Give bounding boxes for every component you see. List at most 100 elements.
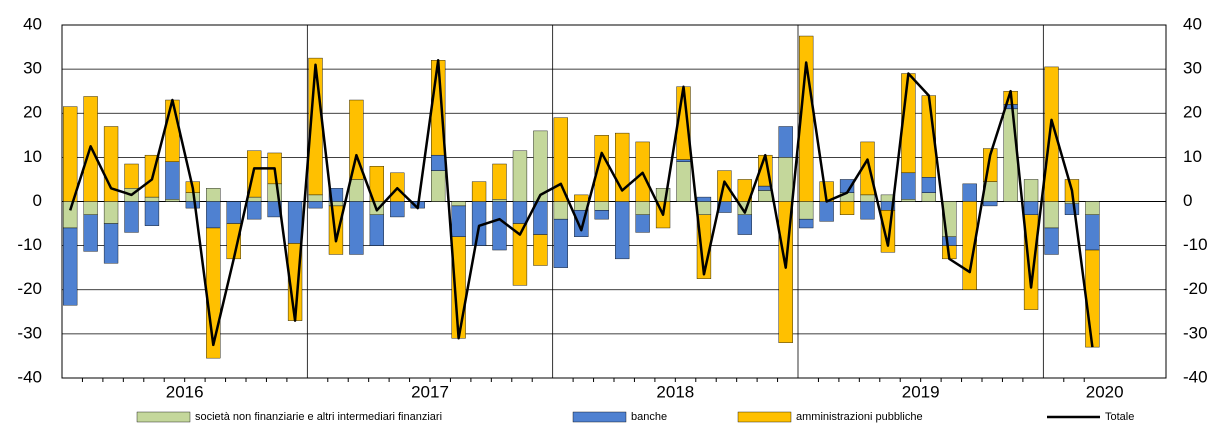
y2-tick-label: 10: [1183, 147, 1202, 166]
bar-segment: [778, 126, 793, 158]
total-line: [68, 59, 1094, 348]
bar-segment: [1064, 203, 1080, 215]
bar-segment: [1044, 227, 1059, 255]
x-group-label: 2018: [656, 382, 694, 401]
bar-segment: [553, 201, 568, 220]
y2-tick-label: 30: [1183, 59, 1202, 78]
bar-segment: [124, 163, 139, 189]
bar-segment: [492, 201, 507, 251]
x-group-label: 2020: [1086, 382, 1124, 401]
bar-segment: [63, 227, 78, 306]
bar-segment: [696, 201, 712, 215]
bar-segment: [1085, 214, 1100, 251]
bar-segment: [962, 183, 977, 202]
bar-segment: [103, 201, 119, 224]
bar-segment: [778, 157, 793, 202]
legend-swatch: [572, 411, 627, 423]
bar-segment: [431, 154, 446, 171]
bar-segment: [165, 99, 180, 162]
bar-segment: [308, 201, 323, 209]
bar-segment: [799, 35, 814, 202]
bar-segment: [185, 201, 200, 209]
bar-segment: [287, 201, 303, 244]
bar-segment: [574, 194, 589, 202]
bar-segment: [144, 196, 160, 202]
bar-segment: [1003, 108, 1018, 202]
y2-tick-label: -40: [1183, 367, 1208, 386]
y-tick-label: 30: [23, 59, 42, 78]
y-tick-label: 40: [23, 14, 42, 33]
bar-segment: [451, 205, 466, 238]
y2-tick-label: -20: [1183, 279, 1208, 298]
bar-segment: [962, 201, 977, 290]
legend-label: Totale: [1105, 411, 1134, 423]
y-tick-label: 0: [33, 191, 42, 210]
x-group-label: 2016: [166, 382, 204, 401]
bar-segment: [635, 201, 650, 215]
bar-segment: [63, 201, 78, 229]
bar-segment: [1064, 201, 1080, 204]
bar-segment: [533, 234, 548, 266]
bar-segment: [247, 196, 262, 202]
y2-tick-label: 20: [1183, 103, 1202, 122]
bar-segment: [512, 150, 528, 202]
bar-segment: [144, 201, 160, 226]
bar-segment: [267, 201, 282, 218]
bar-segment: [369, 214, 384, 246]
bar-segment: [1023, 179, 1039, 202]
bar-segment: [553, 117, 568, 202]
bar-segment: [471, 181, 487, 202]
bar-segment: [594, 135, 609, 202]
bar-segment: [451, 201, 466, 207]
bar-segment: [594, 201, 609, 211]
bar-segment: [83, 214, 98, 252]
bar-segment: [921, 192, 936, 202]
bar-segment: [839, 201, 855, 215]
bar-segment: [492, 199, 507, 202]
bar-segment: [492, 163, 507, 200]
bar-segment: [103, 223, 119, 264]
bar-segment: [1044, 66, 1059, 202]
bar-segment: [431, 170, 446, 202]
bar-segment: [615, 201, 630, 260]
legend-label: amministrazioni pubbliche: [796, 411, 923, 423]
bar-segment: [983, 201, 998, 207]
y-tick-label: 20: [23, 103, 42, 122]
bar-segment: [1044, 201, 1059, 229]
y-tick-label: -10: [17, 235, 42, 254]
bar-segment: [676, 161, 691, 202]
bar-segment: [860, 201, 875, 220]
legend-swatch: [737, 411, 792, 423]
bar-segment: [165, 199, 180, 202]
x-group-label: 2019: [902, 382, 940, 401]
y2-tick-label: -30: [1183, 323, 1208, 342]
bar-segment: [1023, 214, 1039, 310]
legend-swatch: [136, 411, 191, 423]
bar-segment: [1085, 249, 1100, 348]
bar-segment: [124, 201, 139, 233]
bar-segment: [165, 161, 180, 200]
bar-segment: [758, 190, 773, 202]
bar-segment: [942, 236, 957, 246]
y2-tick-label: -10: [1183, 235, 1208, 254]
bar-segment: [819, 201, 834, 222]
bar-segment: [247, 201, 262, 220]
bar-segment: [860, 194, 875, 202]
bar-segment: [512, 223, 528, 286]
bar-segment: [308, 194, 323, 202]
bar-segment: [206, 188, 221, 202]
bar-segment: [512, 201, 528, 224]
bar-segment: [635, 214, 650, 233]
bar-segment: [696, 196, 712, 202]
y2-tick-label: 0: [1183, 191, 1192, 210]
legend-label: società non finanziarie e altri intermed…: [195, 411, 442, 423]
bar-segment: [860, 141, 875, 196]
bar-segment: [676, 159, 691, 162]
y-tick-label: -30: [17, 323, 42, 342]
bar-segment: [901, 199, 916, 202]
bar-segment: [799, 218, 814, 229]
bar-segment: [349, 179, 364, 202]
bar-segment: [901, 172, 916, 200]
bar-segment: [349, 99, 364, 180]
